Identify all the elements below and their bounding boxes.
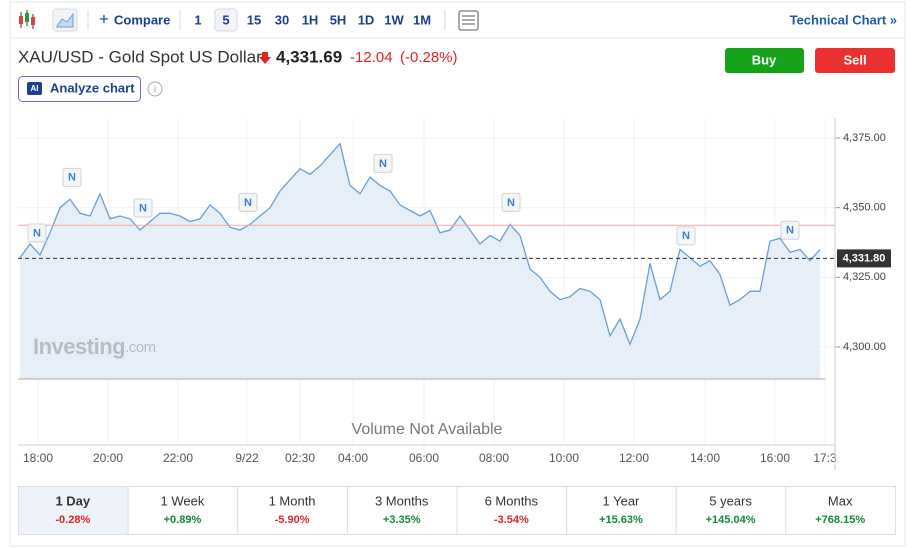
x-tick-label: 22:00 xyxy=(163,451,193,465)
interval-button[interactable]: 5H xyxy=(330,12,347,27)
news-marker[interactable] xyxy=(133,198,153,218)
period-change: +768.15% xyxy=(815,514,865,526)
period-cell[interactable] xyxy=(127,486,239,535)
x-tick-label: 9/22 xyxy=(235,451,259,465)
interval-button[interactable]: 1D xyxy=(358,12,375,27)
x-tick-label: 06:00 xyxy=(409,451,439,465)
x-tick-label: 08:00 xyxy=(479,451,509,465)
news-marker[interactable] xyxy=(62,167,82,187)
period-change: +145.04% xyxy=(706,514,756,526)
interval-button[interactable]: 1W xyxy=(384,12,404,27)
news-marker[interactable] xyxy=(27,223,47,243)
x-tick-label: 18:00 xyxy=(23,451,53,465)
period-cell[interactable] xyxy=(237,486,348,535)
y-tick-label: 4,350.00 xyxy=(843,202,886,214)
watermark: Investing.com xyxy=(33,334,156,359)
x-tick-label: 14:00 xyxy=(690,451,720,465)
interval-button[interactable]: 1 xyxy=(194,12,201,27)
interval-selected xyxy=(214,8,238,32)
chart: 18:00 20:00 22:00 9/22 02:30 04:00 06:00 08:00 1… xyxy=(18,118,891,470)
price-change-pct: (-0.28%) xyxy=(400,49,458,66)
x-tick-label: 16:00 xyxy=(760,451,790,465)
x-tick-label: 20:00 xyxy=(93,451,123,465)
period-cell[interactable] xyxy=(18,486,129,535)
news-marker-label: N xyxy=(786,225,794,237)
x-tick-label: 17:3 xyxy=(813,451,837,465)
y-tick-label: 4,300.00 xyxy=(843,341,886,353)
news-marker[interactable] xyxy=(238,192,258,212)
news-marker[interactable] xyxy=(501,192,521,212)
sell-button[interactable] xyxy=(815,48,895,73)
frame xyxy=(9,1,906,547)
interval-button[interactable]: 30 xyxy=(275,12,289,27)
period-label: 1 Week xyxy=(161,493,205,508)
period-cell[interactable] xyxy=(346,486,458,535)
candles-icon[interactable] xyxy=(19,10,35,29)
interval-button[interactable]: 5 xyxy=(222,12,229,27)
period-table: 1 Day -0.28% 1 Week +0.89% 1 Month -5.90% 3 Mo… xyxy=(18,486,896,535)
down-arrow xyxy=(259,52,271,64)
period-label: 1 Day xyxy=(55,493,90,508)
period-cell[interactable] xyxy=(456,486,568,535)
watermark-main: Investing xyxy=(33,334,125,359)
analyze-label[interactable]: Analyze chart xyxy=(50,80,135,95)
period-label: 1 Year xyxy=(603,493,641,508)
period-change: +0.89% xyxy=(164,514,202,526)
technical-chart-link[interactable]: Technical Chart » xyxy=(790,12,897,27)
news-marker[interactable] xyxy=(676,226,696,246)
interval-button[interactable]: 1H xyxy=(302,12,319,27)
layout-icon[interactable] xyxy=(458,10,479,31)
y-tick-label: 4,325.00 xyxy=(843,271,886,283)
interval-button[interactable]: 1M xyxy=(413,12,431,27)
compare-button[interactable]: Compare xyxy=(114,12,170,27)
price-change: -12.04 xyxy=(350,49,393,66)
period-change: +15.63% xyxy=(599,514,643,526)
info-icon[interactable] xyxy=(147,81,163,97)
news-marker-label: N xyxy=(244,197,252,209)
period-label: 1 Month xyxy=(269,493,316,508)
news-marker-label: N xyxy=(33,227,41,239)
period-cell[interactable] xyxy=(785,486,896,535)
volume-note: Volume Not Available xyxy=(352,421,503,438)
period-label: 5 years xyxy=(709,493,752,508)
period-label: 3 Months xyxy=(375,493,429,508)
x-tick-label: 02:30 xyxy=(285,451,315,465)
period-cell[interactable] xyxy=(675,486,787,535)
info-icon-i: i xyxy=(154,84,156,94)
ai-badge-text: AI xyxy=(31,84,39,93)
interval-button[interactable]: 15 xyxy=(247,12,261,27)
instrument-title: XAU/USD - Gold Spot US Dollar xyxy=(18,47,262,66)
price: 4,331.69 xyxy=(276,47,342,66)
news-marker-label: N xyxy=(379,158,387,170)
period-change: +3.35% xyxy=(383,514,421,526)
period-label: Max xyxy=(828,493,853,508)
price-line xyxy=(19,142,821,346)
x-tick-label: 04:00 xyxy=(338,451,368,465)
area-icon[interactable] xyxy=(52,8,78,32)
news-marker-label: N xyxy=(68,172,76,184)
news-marker[interactable] xyxy=(373,153,393,173)
news-marker-label: N xyxy=(139,202,147,214)
current-price-label: 4,331.80 xyxy=(843,252,886,264)
analyze-button[interactable] xyxy=(18,76,141,102)
period-change: -0.28% xyxy=(55,514,90,526)
ai-badge xyxy=(27,82,42,95)
buy-label[interactable]: Buy xyxy=(752,52,777,67)
buy-button[interactable] xyxy=(725,48,804,73)
y-tick-label: 4,375.00 xyxy=(843,132,886,144)
current-price-box xyxy=(837,249,891,268)
period-change: -3.54% xyxy=(494,514,529,526)
plus-icon: + xyxy=(99,9,109,28)
x-tick-label: 12:00 xyxy=(619,451,649,465)
sell-label[interactable]: Sell xyxy=(843,52,866,67)
news-marker-label: N xyxy=(682,230,690,242)
period-label: 6 Months xyxy=(485,493,539,508)
watermark-suffix: .com xyxy=(125,339,156,356)
news-marker[interactable] xyxy=(780,220,800,240)
news-marker-label: N xyxy=(507,197,515,209)
period-change: -5.90% xyxy=(275,514,310,526)
x-tick-label: 10:00 xyxy=(549,451,579,465)
